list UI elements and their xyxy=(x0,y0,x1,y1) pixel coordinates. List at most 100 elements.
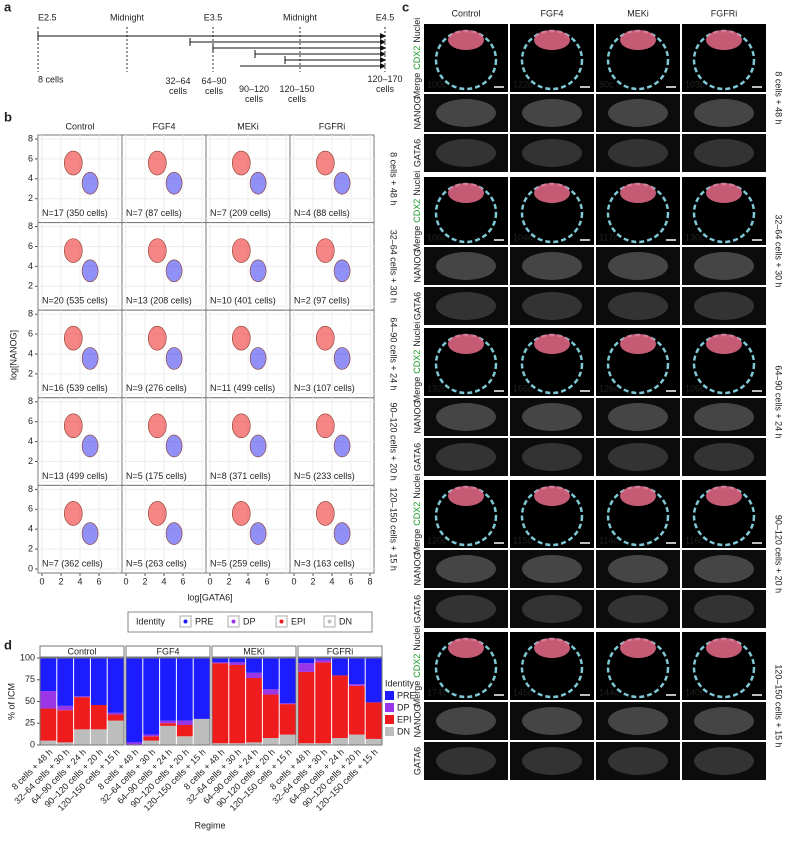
panel-letter: b xyxy=(4,109,12,124)
y-tick-label: 6 xyxy=(28,328,33,338)
channel-label: GATA6 xyxy=(412,595,422,623)
row-label: 32–64 cells + 30 h xyxy=(389,230,399,303)
pre-cluster xyxy=(165,171,183,195)
cell-count: 120c xyxy=(427,535,447,545)
bar-segment xyxy=(74,658,90,697)
start-label: 90–120 cells xyxy=(239,84,269,104)
channel-image xyxy=(510,438,594,476)
cell-count: N=7 (209 cells) xyxy=(210,208,271,218)
channel-image xyxy=(424,702,508,740)
bar-segment xyxy=(348,734,365,745)
bar-segment xyxy=(57,658,74,706)
channel-image xyxy=(424,287,508,325)
channel-image xyxy=(596,94,680,132)
timeline-label: Midnight xyxy=(110,12,145,22)
pre-cluster xyxy=(81,434,99,458)
legend-dot xyxy=(279,619,284,624)
legend-dot xyxy=(231,619,236,624)
legend-label: DN xyxy=(397,726,410,736)
bar-segment xyxy=(107,658,124,713)
bar-segment xyxy=(315,658,332,660)
pre-cluster xyxy=(165,522,183,545)
cell-count: 166c xyxy=(513,383,533,393)
facet-frame xyxy=(211,657,297,746)
bar-segment xyxy=(143,658,160,735)
facet-frame xyxy=(39,657,125,746)
channel-image xyxy=(510,134,594,172)
bar-segment xyxy=(298,658,315,664)
pre-cluster xyxy=(333,522,351,545)
bar-segment xyxy=(40,658,57,692)
icm xyxy=(534,30,570,50)
bar-segment xyxy=(298,743,315,745)
bar-segment xyxy=(246,742,262,745)
signal xyxy=(694,252,754,280)
signal xyxy=(694,99,754,127)
icm xyxy=(706,638,742,658)
icm xyxy=(706,30,742,50)
bar-segment xyxy=(74,697,90,730)
column-header: Control xyxy=(451,8,480,18)
signal xyxy=(608,252,668,280)
bar-segment xyxy=(348,658,365,685)
cell-count: N=20 (535 cells) xyxy=(42,296,108,306)
channel-name: CDX2 xyxy=(412,654,422,678)
y-tick-label: 2 xyxy=(28,456,33,466)
signal xyxy=(522,555,582,583)
signal xyxy=(522,443,582,471)
y-tick-label: 6 xyxy=(28,504,33,514)
cell-count: 100c xyxy=(427,79,447,89)
channel-label: NANOG xyxy=(412,96,422,129)
cell-count: N=10 (401 cells) xyxy=(210,296,276,306)
cell-count: N=13 (499 cells) xyxy=(42,471,108,481)
legend-label: DN xyxy=(339,616,352,626)
cell-count: N=16 (539 cells) xyxy=(42,383,108,393)
channel-label: GATA6 xyxy=(412,443,422,471)
y-tick-label: 8 xyxy=(28,396,33,406)
y-tick-label: 4 xyxy=(28,261,33,271)
bar-segment xyxy=(90,658,107,705)
epi-cluster xyxy=(63,150,83,176)
signal xyxy=(436,252,496,280)
cell-count: 145c xyxy=(513,687,533,697)
signal xyxy=(694,139,754,167)
channel-image xyxy=(596,438,680,476)
signal xyxy=(522,292,582,320)
channel-image xyxy=(510,287,594,325)
y-tick-label: 4 xyxy=(28,348,33,358)
pre-cluster xyxy=(249,347,267,370)
start-label: 120–150 cells xyxy=(279,84,314,104)
x-tick-label: 6 xyxy=(96,576,101,586)
y-tick-label: 4 xyxy=(28,436,33,446)
channel-name: Nuclei xyxy=(412,626,422,651)
pre-cluster xyxy=(333,434,351,458)
bar-segment xyxy=(176,658,193,721)
cell-count: N=9 (276 cells) xyxy=(126,383,187,393)
y-tick-label: 6 xyxy=(28,153,33,163)
x-tick-label: 2 xyxy=(226,576,231,586)
icm xyxy=(706,334,742,354)
icm xyxy=(620,30,656,50)
cell-count: 144c xyxy=(599,687,619,697)
cell-count: 106c xyxy=(427,232,447,242)
epi-cluster xyxy=(315,501,335,526)
y-tick-label: 25 xyxy=(25,718,35,728)
legend-label: PRE xyxy=(195,616,214,626)
icm xyxy=(534,486,570,506)
bar-segment xyxy=(229,743,246,745)
channel-image xyxy=(596,247,680,285)
epi-cluster xyxy=(231,238,251,263)
bar-segment xyxy=(348,685,365,735)
x-tick-label: 2 xyxy=(310,576,315,586)
channel-image xyxy=(510,702,594,740)
bar-segment xyxy=(176,720,193,725)
legend-swatch xyxy=(385,715,394,724)
channel-image xyxy=(596,590,680,628)
channel-image xyxy=(510,94,594,132)
x-tick-label: 0 xyxy=(39,576,44,586)
y-tick-label: 4 xyxy=(28,173,33,183)
bar-segment xyxy=(348,684,365,686)
x-tick-label: 2 xyxy=(142,576,147,586)
x-tick-label: 4 xyxy=(161,576,166,586)
icm xyxy=(448,30,484,50)
